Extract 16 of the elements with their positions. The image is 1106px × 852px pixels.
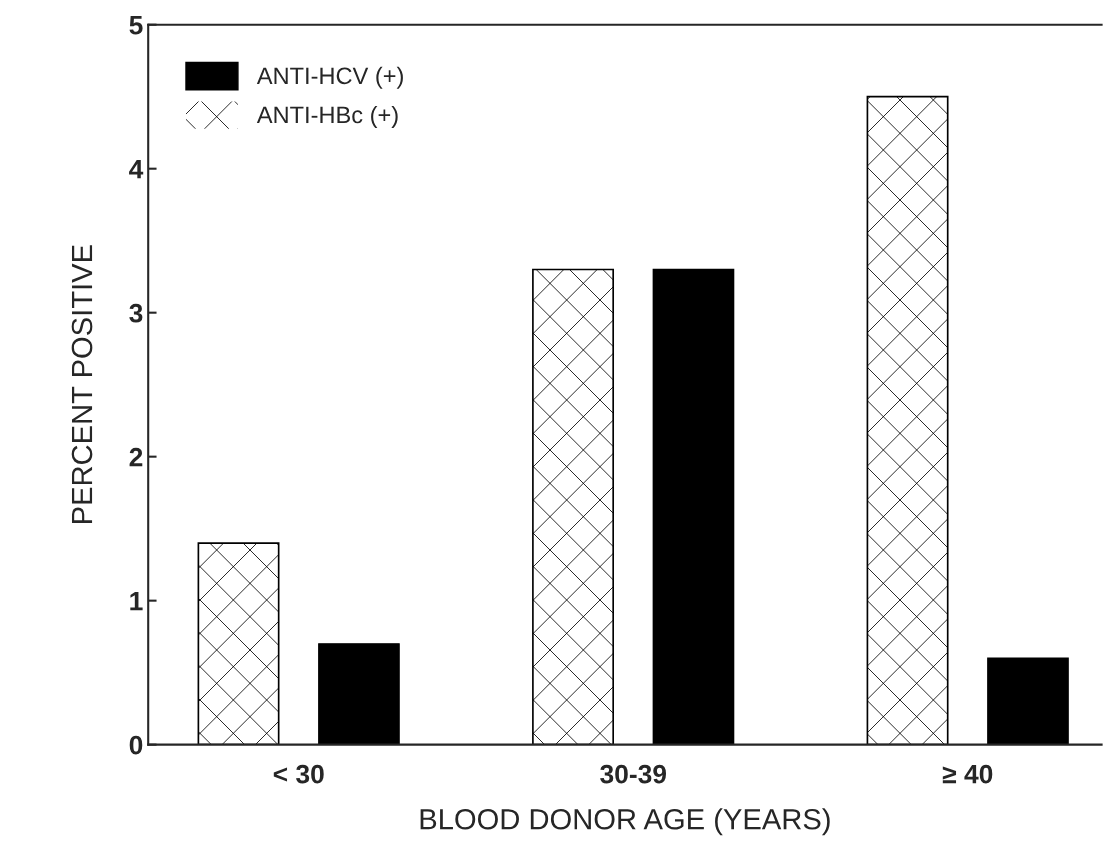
y-tick-label: 4 bbox=[129, 160, 144, 179]
y-tick-label: 3 bbox=[129, 303, 143, 323]
x-tick-label: ≥ 40 bbox=[942, 764, 993, 784]
legend-label: ANTI-HCV (+) bbox=[256, 66, 403, 89]
x-axis-title: BLOOD DONOR AGE (YEARS) bbox=[420, 808, 830, 836]
x-tick-label: 30-39 bbox=[600, 764, 667, 784]
y-axis-title: PERCENT POSITIVE bbox=[71, 245, 93, 524]
y-tick-label: 1 bbox=[130, 592, 143, 611]
legend-label: ANTI-HBc (+) bbox=[256, 105, 398, 128]
y-tick-label: 2 bbox=[129, 447, 143, 467]
y-tick-label: 5 bbox=[129, 16, 143, 35]
y-tick-label: 0 bbox=[129, 735, 143, 755]
bar bbox=[318, 643, 400, 745]
bar bbox=[987, 657, 1069, 745]
x-tick-label: < 30 bbox=[273, 764, 324, 784]
bar bbox=[652, 268, 735, 745]
